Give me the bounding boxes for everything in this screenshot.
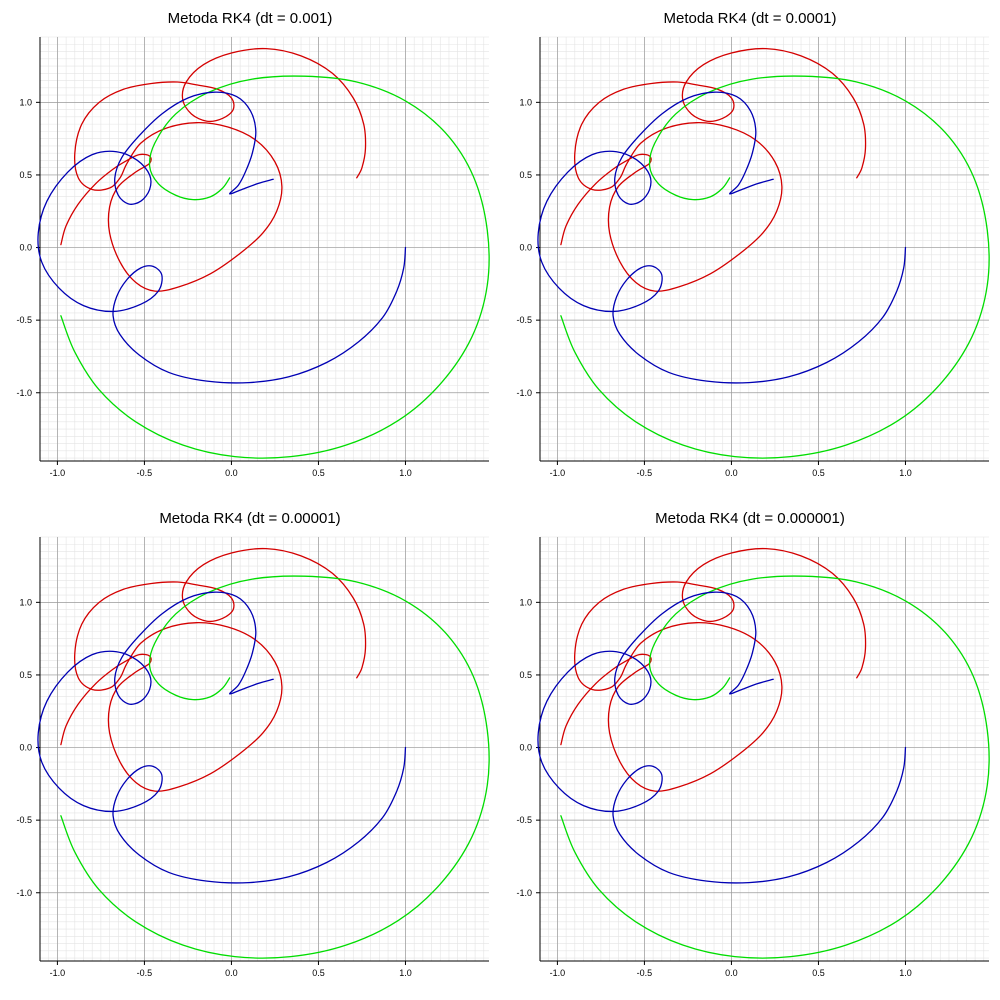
y-tick-label: 1.0 <box>19 597 32 607</box>
plot-area: -1.0 -0.5 0.0 0.5 1.0 -1.0 -0.5 0.0 0.5 1.0 <box>16 536 490 978</box>
y-tick-label: 1.0 <box>519 97 532 107</box>
x-tick-label: 0.5 <box>312 968 325 978</box>
x-tick-label: 0.5 <box>812 468 825 478</box>
x-tick-label: -0.5 <box>637 468 653 478</box>
y-tick-label: 0.0 <box>19 243 32 253</box>
y-tick-label: 1.0 <box>519 597 532 607</box>
y-tick-label: -1.0 <box>516 888 532 898</box>
x-tick-label: 0.0 <box>725 968 738 978</box>
x-tick-label: 1.0 <box>399 468 412 478</box>
y-tick-label: 0.5 <box>19 170 32 180</box>
chart-panel-dt-00001: Metoda RK4 (dt = 0.0001) -1.0 -0.5 0.0 0.5 1… <box>500 0 1000 500</box>
x-tick-label: 1.0 <box>399 968 412 978</box>
chart-title: Metoda RK4 (dt = 0.000001) <box>655 510 845 527</box>
y-tick-label: -0.5 <box>16 815 32 825</box>
y-tick-label: -1.0 <box>16 388 32 398</box>
trajectory-line-body1 <box>560 47 867 292</box>
y-tick-label: -0.5 <box>16 315 32 325</box>
trajectory-line-body3 <box>37 91 407 384</box>
y-tick-label: 0.0 <box>519 243 532 253</box>
chart-title: Metoda RK4 (dt = 0.001) <box>167 10 333 27</box>
chart-panel-dt-000001: Metoda RK4 (dt = 0.00001) -1.0 -0.5 0.0 0.5… <box>0 500 500 1000</box>
trajectory-line-body1 <box>60 547 367 792</box>
y-tick-label: -1.0 <box>516 388 532 398</box>
plot-area: -1.0 -0.5 0.0 0.5 1.0 -1.0 -0.5 0.0 0.5 1.0 <box>16 36 490 478</box>
x-tick-label: 0.5 <box>312 468 325 478</box>
trajectory-line-body2 <box>560 575 990 959</box>
x-tick-label: 0.0 <box>725 468 738 478</box>
x-tick-label: -1.0 <box>550 968 566 978</box>
x-tick-label: -1.0 <box>50 968 66 978</box>
chart-title: Metoda RK4 (dt = 0.00001) <box>159 510 341 527</box>
y-tick-label: 0.5 <box>519 670 532 680</box>
x-tick-label: 0.5 <box>812 968 825 978</box>
plot-area: -1.0 -0.5 0.0 0.5 1.0 -1.0 -0.5 0.0 0.5 1.0 <box>516 536 990 978</box>
y-tick-label: -0.5 <box>516 815 532 825</box>
x-tick-label: -0.5 <box>137 968 153 978</box>
trajectory-line-body3 <box>537 591 907 884</box>
x-tick-label: -1.0 <box>550 468 566 478</box>
x-tick-label: 0.0 <box>225 968 238 978</box>
x-tick-label: 1.0 <box>899 968 912 978</box>
trajectory-line-body1 <box>560 547 867 792</box>
x-tick-label: -0.5 <box>137 468 153 478</box>
trajectory-line-body3 <box>37 591 407 884</box>
y-tick-label: 0.5 <box>19 670 32 680</box>
chart-panel-dt-0001: Metoda RK4 (dt = 0.001) -1.0 -0.5 0.0 0.5 1.… <box>0 0 500 500</box>
trajectory-line-body1 <box>60 47 367 292</box>
chart-title: Metoda RK4 (dt = 0.0001) <box>663 10 837 27</box>
x-tick-label: 1.0 <box>899 468 912 478</box>
chart-panel-dt-0000001: Metoda RK4 (dt = 0.000001) -1.0 -0.5 0.0 0.… <box>500 500 1000 1000</box>
x-tick-label: -1.0 <box>50 468 66 478</box>
trajectory-line-body2 <box>60 75 490 459</box>
plot-area: -1.0 -0.5 0.0 0.5 1.0 -1.0 -0.5 0.0 0.5 1.0 <box>516 36 990 478</box>
y-tick-label: 0.0 <box>519 743 532 753</box>
trajectory-line-body2 <box>560 75 990 459</box>
y-tick-label: 0.5 <box>519 170 532 180</box>
y-tick-label: 1.0 <box>19 97 32 107</box>
y-tick-label: -1.0 <box>16 888 32 898</box>
trajectory-line-body3 <box>537 91 907 384</box>
y-tick-label: 0.0 <box>19 743 32 753</box>
x-tick-label: -0.5 <box>637 968 653 978</box>
x-tick-label: 0.0 <box>225 468 238 478</box>
trajectory-line-body2 <box>60 575 490 959</box>
y-tick-label: -0.5 <box>516 315 532 325</box>
